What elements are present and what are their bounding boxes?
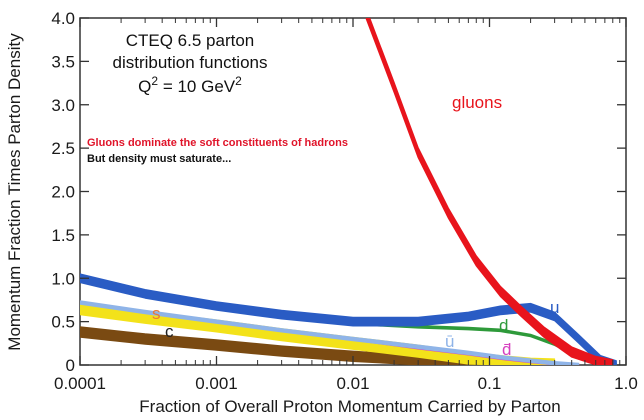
label-dbar: d̄ <box>502 340 511 359</box>
label-s: s <box>152 304 161 323</box>
y-tick-label: 3.0 <box>51 96 75 115</box>
label-gluons: gluons <box>452 93 502 112</box>
axis-tick-labels: 0.0001 0.001 0.01 0.1 1.0 0 0.5 1.0 1.5 2.0 2.5 3.0… <box>51 9 637 393</box>
info-line-2: distribution functions <box>113 53 268 72</box>
series-labels: gluons u d ū d̄ s c <box>152 93 559 359</box>
axis-ticks <box>79 17 627 366</box>
y-tick-label: 1.0 <box>51 269 75 288</box>
x-tick-label: 1.0 <box>614 374 638 393</box>
x-tick-label: 0.001 <box>195 374 238 393</box>
y-tick-label: 3.5 <box>51 52 75 71</box>
series-bands <box>80 18 617 365</box>
y-tick-label: 2.5 <box>51 139 75 158</box>
series-band-3 <box>80 300 580 365</box>
annotation-density-saturate: But density must saturate... <box>87 153 231 165</box>
x-tick-label: 0.1 <box>478 374 502 393</box>
annotation-gluons-dominate: Gluons dominate the soft constituents of… <box>87 137 348 149</box>
x-axis-title: Fraction of Overall Proton Momentum Carr… <box>139 397 560 416</box>
y-tick-label: 0.5 <box>51 313 75 332</box>
label-c: c <box>165 322 174 341</box>
x-tick-label: 0.0001 <box>54 374 106 393</box>
series-band-1 <box>80 273 617 365</box>
y-tick-label: 2.0 <box>51 183 75 202</box>
y-tick-label: 1.5 <box>51 226 75 245</box>
series-band-0 <box>365 18 614 365</box>
y-axis-title: Momentum Fraction Times Parton Density <box>5 33 24 351</box>
info-line-1: CTEQ 6.5 parton <box>126 31 255 50</box>
label-d: d <box>499 316 508 335</box>
label-ubar: ū <box>445 332 454 351</box>
y-tick-label: 0 <box>66 356 75 375</box>
info-box: CTEQ 6.5 parton distribution functions Q… <box>113 31 268 96</box>
info-line-3: Q2 = 10 GeV2 <box>138 74 242 96</box>
x-tick-label: 0.01 <box>336 374 369 393</box>
y-tick-label: 4.0 <box>51 9 75 28</box>
label-u: u <box>550 298 559 317</box>
